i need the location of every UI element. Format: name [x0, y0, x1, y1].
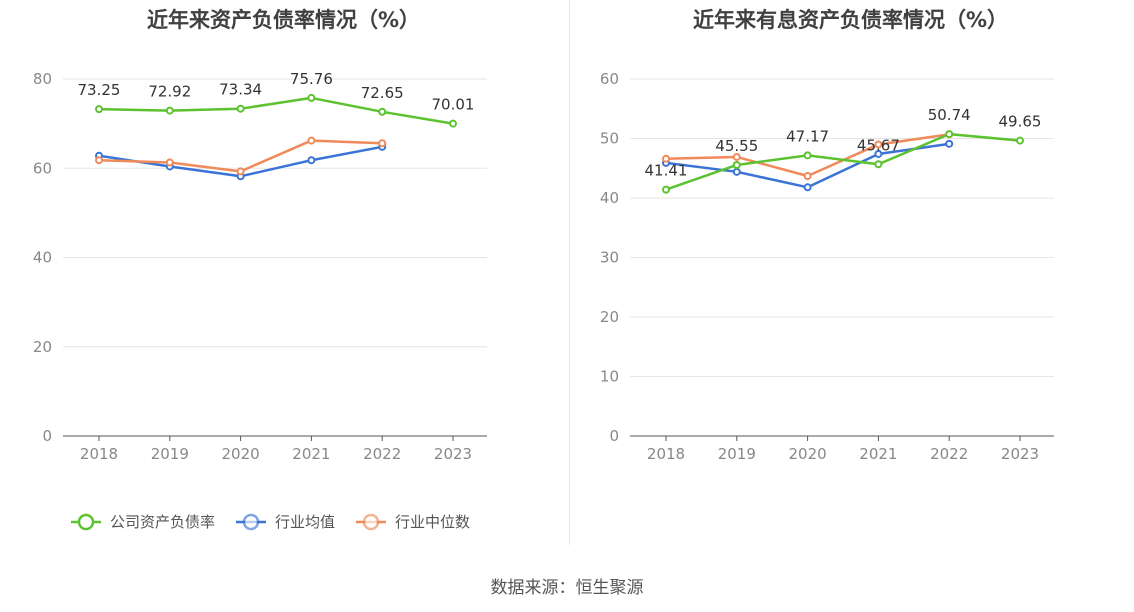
data-point: [95, 156, 103, 165]
chart-title: 近年来有息资产负债率情况（%）: [692, 8, 1009, 32]
legend-item[interactable]: 公司资产负债率: [71, 513, 215, 531]
data-point: [803, 151, 812, 160]
chart-debt-ratio-plot: 0 20 40 60 80 2018 2019 2020 2021 2022 2023 73.25 72…: [33, 70, 487, 531]
data-point: [945, 130, 954, 139]
data-point: [662, 154, 670, 163]
x-tick-label: 2018: [80, 445, 118, 463]
chart-interest-debt-ratio-plot: 0 10 20 30 40 50 60 2018 2019 2020 2021 2022 2023 41.…: [600, 70, 1054, 463]
data-label: 45.55: [715, 137, 758, 155]
y-tick-label: 0: [609, 427, 619, 445]
data-point: [1016, 136, 1024, 145]
data-label: 75.76: [290, 70, 333, 88]
x-tick-label: 2022: [363, 445, 401, 463]
y-tick-label: 30: [600, 249, 619, 267]
panel-divider: [569, 0, 570, 545]
data-label: 45.67: [857, 136, 900, 154]
data-label: 72.92: [148, 83, 191, 101]
x-tick-label: 2021: [292, 445, 330, 463]
legend-item[interactable]: 行业中位数: [356, 513, 470, 531]
data-point: [732, 160, 741, 169]
x-tick-label: 2021: [859, 445, 897, 463]
legend-marker-icon: [77, 513, 95, 531]
data-point: [236, 167, 245, 176]
data-point: [378, 139, 387, 148]
series-line: [98, 96, 454, 125]
data-label: 72.65: [361, 84, 404, 102]
data-point: [874, 149, 883, 158]
series-1: [662, 139, 954, 192]
x-tick-label: 2022: [930, 445, 968, 463]
data-label: 41.41: [645, 162, 688, 180]
data-label: 73.34: [219, 81, 262, 99]
data-point: [165, 106, 174, 115]
data-point: [236, 104, 245, 113]
x-tick-label: 2019: [151, 445, 189, 463]
legend-label: 行业中位数: [395, 513, 470, 531]
data-point: [165, 158, 174, 167]
data-point: [662, 185, 670, 194]
x-tick-label: 2020: [222, 445, 260, 463]
chart-title: 近年来资产负债率情况（%）: [146, 8, 421, 32]
y-tick-label: 50: [600, 130, 619, 148]
y-tick-label: 60: [33, 159, 52, 177]
x-tick-label: 2020: [789, 445, 827, 463]
data-label: 49.65: [999, 113, 1042, 131]
y-tick-label: 40: [600, 189, 619, 207]
y-tick-label: 40: [33, 249, 52, 267]
chart-interest-debt-ratio: 近年来有息资产负债率情况（%） 0 10 20 30 40 50 60 2018 2019 202…: [567, 0, 1134, 545]
y-tick-label: 20: [600, 308, 619, 326]
legend-label: 公司资产负债率: [110, 513, 215, 531]
legend-item[interactable]: 行业均值: [236, 513, 335, 531]
data-point: [874, 140, 883, 149]
data-source-note: 数据来源：恒生聚源: [490, 578, 644, 598]
data-point: [307, 156, 316, 165]
data-point: [874, 160, 883, 169]
legend-marker-icon: [362, 513, 380, 531]
y-tick-label: 20: [33, 338, 52, 356]
x-tick-label: 2019: [718, 445, 756, 463]
data-point: [95, 105, 103, 114]
data-point: [732, 152, 741, 161]
series-0: [95, 93, 457, 128]
data-point: [307, 93, 316, 102]
x-tick-label: 2023: [1001, 445, 1039, 463]
data-point: [378, 107, 387, 116]
data-point: [307, 136, 316, 145]
data-point: [803, 183, 812, 192]
legend-marker-icon: [242, 513, 260, 531]
x-tick-label: 2023: [434, 445, 472, 463]
data-label: 73.25: [78, 81, 121, 99]
series-2: [95, 136, 387, 176]
data-label: 47.17: [786, 127, 829, 145]
y-tick-label: 80: [33, 70, 52, 88]
legend-label: 行业均值: [275, 513, 335, 531]
data-point: [732, 167, 741, 176]
y-tick-label: 60: [600, 70, 619, 88]
data-point: [449, 119, 457, 128]
x-tick-label: 2018: [647, 445, 685, 463]
data-point: [803, 171, 812, 180]
series-line: [665, 142, 950, 189]
data-label: 70.01: [432, 96, 475, 114]
series-0: [662, 130, 1024, 194]
data-point: [945, 139, 954, 148]
chart-debt-ratio: 近年来资产负债率情况（%） 0 20 40 60 80 2018 2019 2020 2021 2…: [0, 0, 567, 545]
series-line: [665, 132, 1021, 191]
y-tick-label: 0: [42, 427, 52, 445]
y-tick-label: 10: [600, 368, 619, 386]
data-label: 50.74: [928, 106, 971, 124]
